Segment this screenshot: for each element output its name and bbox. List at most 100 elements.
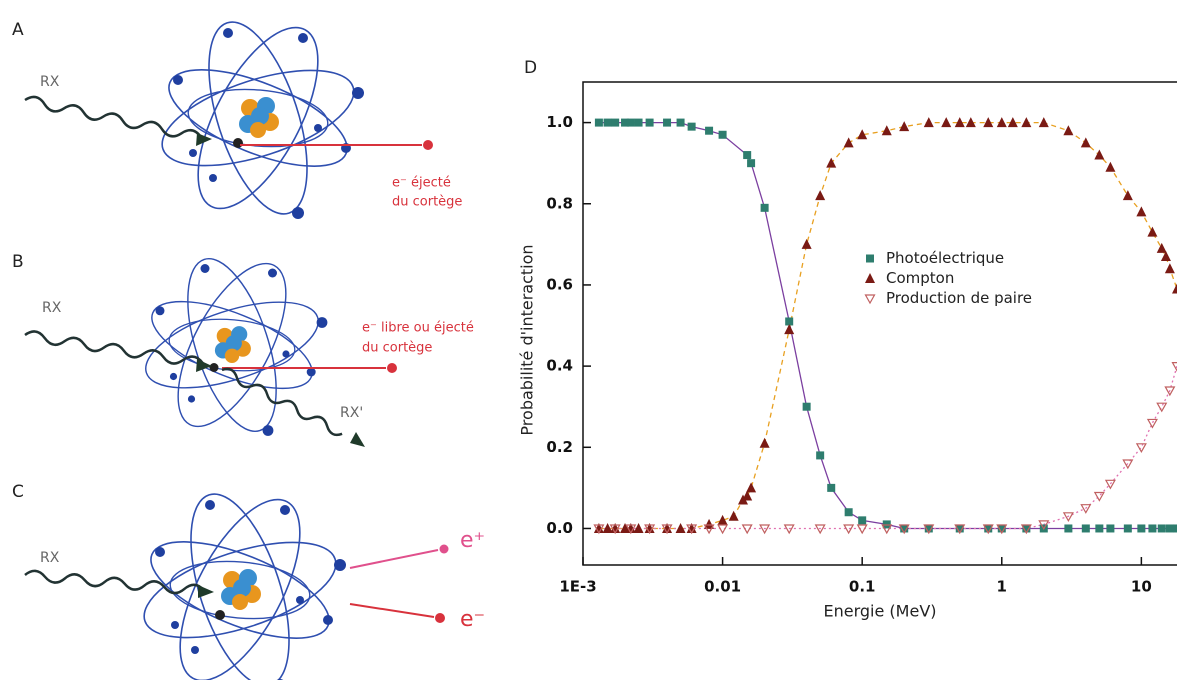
point [1095, 493, 1104, 501]
arrowhead [350, 432, 365, 447]
point [760, 438, 770, 448]
point [1106, 524, 1114, 532]
electron-label: du cortège [392, 195, 462, 210]
incident-label: RX [40, 550, 60, 566]
x-tick-label: 0.1 [849, 578, 876, 596]
plot-frame [583, 82, 1177, 565]
point [1095, 524, 1103, 532]
y-tick-label: 0.0 [546, 519, 573, 537]
point [816, 451, 824, 459]
point [663, 119, 671, 127]
photon-wave [25, 570, 205, 596]
point [1148, 524, 1156, 532]
y-tick-label: 0.6 [546, 275, 573, 293]
point [746, 482, 756, 492]
point [1166, 524, 1174, 532]
point [611, 119, 619, 127]
y-tick-label: 0.2 [546, 438, 573, 456]
positron-label: e⁺ [460, 528, 485, 553]
point [1137, 524, 1145, 532]
legend-label: Photoélectrique [886, 249, 1004, 267]
point [1158, 524, 1166, 532]
electron-path [350, 604, 434, 617]
point [747, 159, 755, 167]
point [941, 117, 951, 127]
atom [151, 10, 365, 226]
point [1136, 206, 1146, 216]
fit-curve [599, 123, 1177, 529]
electron-label: e⁻ [460, 607, 485, 632]
electron [387, 363, 397, 373]
point [705, 127, 713, 135]
point [1064, 524, 1072, 532]
point [743, 151, 751, 159]
point [688, 123, 696, 131]
point [1124, 524, 1132, 532]
point [1148, 419, 1157, 427]
point [719, 131, 727, 139]
point [1021, 117, 1031, 127]
arrowhead [198, 585, 214, 598]
point [1123, 190, 1133, 200]
point [729, 511, 739, 521]
electron-label: e⁻ éjecté [392, 176, 451, 191]
point [1105, 162, 1115, 172]
point [635, 119, 643, 127]
panel-label: D [524, 58, 537, 78]
point [784, 324, 794, 334]
atom [133, 482, 347, 680]
y-tick-label: 0.8 [546, 194, 573, 212]
point [761, 204, 769, 212]
electron-label: e⁻ libre ou éjecté [362, 321, 474, 336]
point [1165, 263, 1175, 273]
point [882, 125, 892, 135]
x-tick-label: 1E-3 [559, 578, 596, 596]
point [627, 119, 635, 127]
positron [440, 545, 449, 554]
point [826, 158, 836, 168]
y-axis-title: Probabilité d'interaction [518, 244, 537, 435]
point [1039, 117, 1049, 127]
point [899, 121, 909, 131]
y-tick-label: 0.4 [546, 357, 573, 375]
point [677, 119, 685, 127]
panel-label: A [12, 20, 24, 40]
point [1081, 137, 1091, 147]
electron [423, 140, 433, 150]
photon-wave [24, 330, 203, 368]
x-tick-label: 10 [1131, 578, 1152, 596]
point [827, 484, 835, 492]
x-axis-title: Energie (MeV) [824, 602, 937, 621]
legend-marker [866, 295, 875, 303]
positron-path [350, 550, 438, 568]
point [1094, 150, 1104, 160]
panel-label: C [12, 482, 24, 502]
point [815, 190, 825, 200]
point [1082, 524, 1090, 532]
point [858, 516, 866, 524]
point [604, 119, 612, 127]
legend-marker [865, 273, 875, 283]
point [1173, 524, 1177, 532]
point [1147, 227, 1157, 237]
fit-curve [599, 123, 1177, 529]
legend-label: Production de paire [886, 289, 1032, 307]
incident-label: RX [40, 74, 60, 90]
point [802, 239, 812, 249]
point [1157, 403, 1166, 411]
photon-wave [24, 95, 202, 142]
electron [435, 613, 445, 623]
point [845, 508, 853, 516]
incident-label: RX [42, 300, 62, 316]
scattered-label: RX' [340, 405, 363, 421]
x-tick-label: 0.01 [704, 578, 741, 596]
point [646, 119, 654, 127]
point [924, 117, 934, 127]
point [718, 515, 728, 525]
point [595, 119, 603, 127]
point [1157, 243, 1167, 253]
point [1172, 284, 1177, 294]
panel-label: B [12, 252, 24, 272]
